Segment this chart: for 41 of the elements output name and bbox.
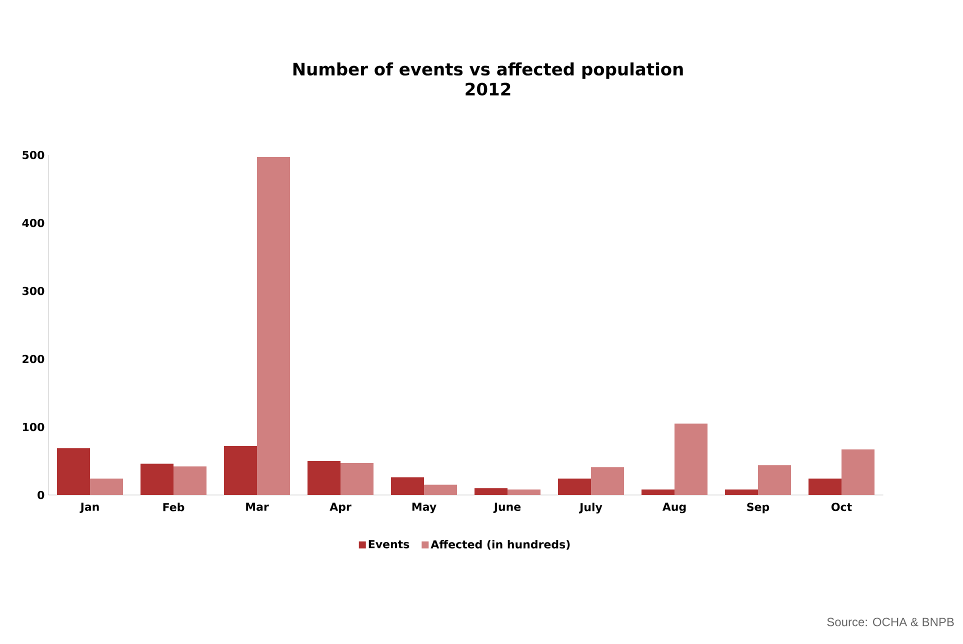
bar [808, 478, 842, 495]
bar [257, 157, 290, 495]
legend-label: Affected (in hundreds) [430, 540, 570, 550]
bar [140, 464, 174, 495]
bar [57, 448, 90, 495]
source-note: Source: OCHA & BNPB [827, 618, 954, 626]
bar [674, 424, 708, 495]
bar [842, 449, 875, 495]
x-tick-label: Mar [246, 502, 269, 511]
bar [508, 490, 541, 495]
y-tick-label: 300 [22, 286, 44, 296]
bar [174, 466, 207, 495]
bar [725, 490, 758, 495]
x-tick-label: July [578, 502, 602, 514]
x-tick-label: Aug [662, 502, 686, 514]
y-tick-label: 500 [22, 150, 44, 160]
y-tick-label: 100 [23, 422, 44, 432]
bar [391, 477, 424, 495]
legend-label: Events [368, 540, 410, 548]
x-tick-label: May [412, 502, 436, 514]
bar [642, 490, 675, 495]
bar [224, 446, 258, 495]
bar [758, 465, 792, 495]
y-tick-label: 200 [22, 354, 44, 364]
chart-title: Number of events vs affected population [293, 62, 683, 79]
x-tick-label: June [493, 502, 521, 513]
x-tick-label: Jan [80, 502, 99, 513]
bar [558, 478, 592, 495]
x-tick-label: Apr [330, 502, 352, 514]
y-tick-label: 400 [22, 218, 44, 228]
bar [591, 467, 624, 495]
chart-subtitle: 2012 [466, 82, 510, 96]
bar [308, 460, 341, 495]
bar [424, 484, 458, 495]
bar [340, 463, 374, 495]
x-tick-label: Feb [163, 502, 184, 512]
y-tick-label: 0 [38, 490, 44, 500]
x-tick-label: Oct [831, 502, 852, 512]
bar [90, 478, 124, 495]
x-tick-label: Sep [747, 502, 770, 514]
bar [474, 488, 508, 495]
